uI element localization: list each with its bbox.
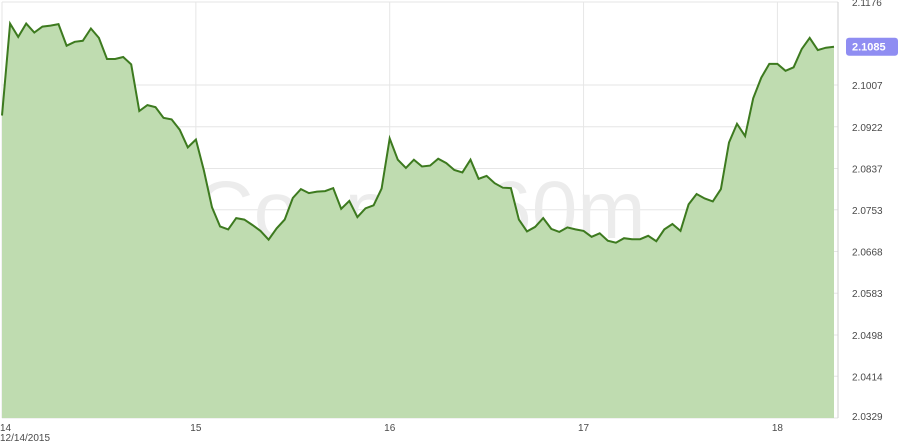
x-tick-label: 15 [190, 423, 202, 434]
x-tick-label: 14 [0, 423, 12, 434]
y-tick-label: 2.0329 [852, 412, 883, 423]
y-tick-label: 2.0498 [852, 331, 883, 342]
x-axis-date-label: 12/14/2015 [0, 433, 50, 444]
y-tick-label: 2.0583 [852, 289, 883, 300]
x-tick-label: 16 [384, 423, 396, 434]
x-axis-ticks: 14 15 16 17 18 [0, 423, 783, 434]
y-tick-label: 2.0753 [852, 206, 883, 217]
price-line [1, 20, 835, 244]
x-tick-label: 17 [578, 423, 590, 434]
x-tick-label: 18 [772, 423, 784, 434]
y-axis-ticks: 2.1176 2.1007 2.0922 2.0837 2.0753 2.0668 2.05… [852, 0, 883, 423]
price-area-fill [2, 23, 834, 418]
last-price-badge: 2.1085 [846, 37, 898, 56]
y-tick-label: 2.0668 [852, 248, 883, 259]
y-tick-label: 2.0837 [852, 164, 883, 175]
last-price-badge-bg [846, 37, 898, 56]
last-price-value: 2.1085 [852, 42, 886, 54]
y-tick-label: 2.0414 [852, 372, 883, 383]
y-tick-label: 2.0922 [852, 123, 883, 134]
y-tick-label: 2.1176 [852, 0, 882, 9]
y-tick-label: 2.1007 [852, 81, 883, 92]
